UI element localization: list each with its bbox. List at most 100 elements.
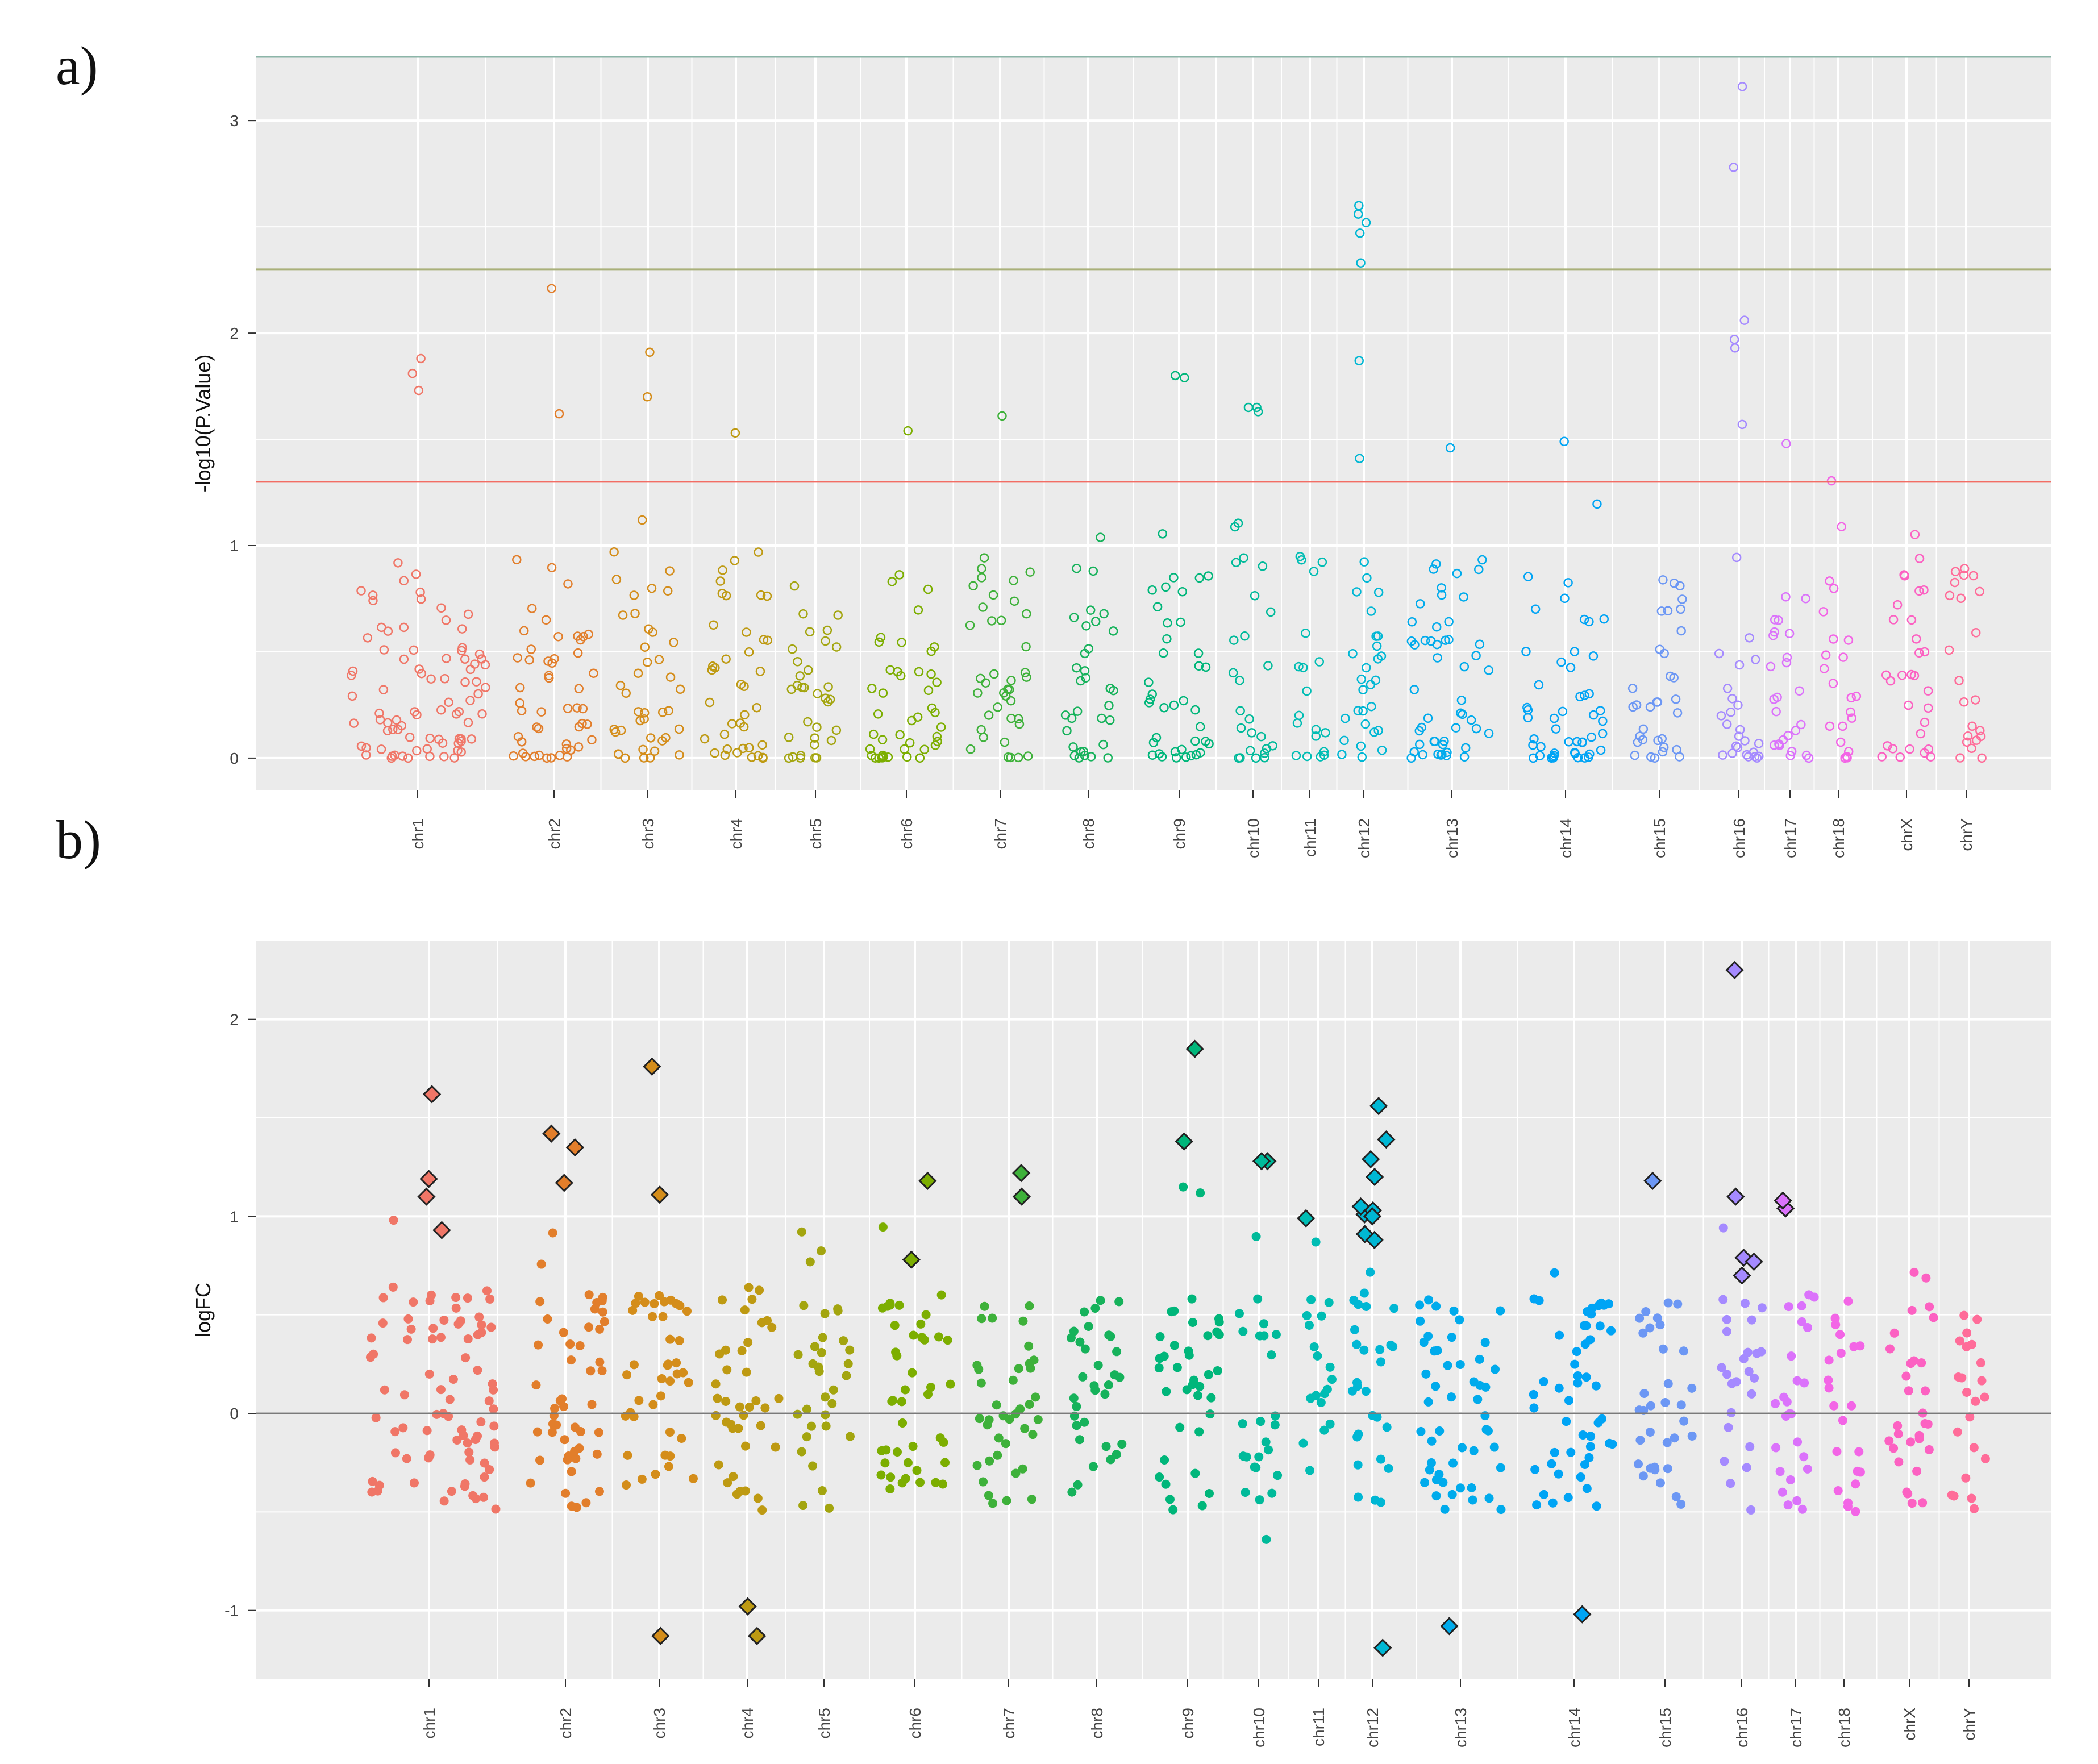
- data-point-chr6: [867, 751, 876, 760]
- data-point-chr1: [387, 751, 397, 761]
- data-point-chr1: [484, 1396, 494, 1406]
- data-point-chr14: [1523, 705, 1533, 715]
- data-point-chr4: [739, 722, 749, 732]
- data-point-chr17: [1804, 1290, 1814, 1300]
- x-tick-label-chr16: chr16: [1730, 818, 1748, 858]
- data-point-chr12: [1352, 1339, 1362, 1349]
- data-point-chr2: [567, 1501, 576, 1511]
- data-point-chr7: [1008, 1375, 1018, 1385]
- data-point-chr13: [1442, 747, 1452, 758]
- data-point-chr6: [926, 669, 936, 679]
- data-point-chr14: [1539, 1490, 1548, 1499]
- data-point-chr2: [541, 615, 551, 625]
- x-tick-label-chr2: chr2: [546, 818, 563, 849]
- data-point-chr14: [1534, 680, 1544, 690]
- data-point-chr8: [1114, 1297, 1124, 1307]
- data-point-chr5: [812, 722, 822, 732]
- data-point-chr1: [491, 1504, 501, 1514]
- data-point-chr1: [474, 649, 485, 659]
- data-point-chr10: [1235, 753, 1245, 763]
- data-point-chr1: [460, 654, 470, 664]
- y-tick-label: -1: [224, 1602, 239, 1620]
- highlight-point-chr7: [997, 411, 1007, 421]
- significant-diamond-chr12: [1365, 1230, 1384, 1250]
- data-point-chr13: [1467, 1483, 1476, 1493]
- data-point-chr14: [1577, 737, 1588, 747]
- x-tick-label-chrY: chrY: [1960, 1708, 1978, 1741]
- data-point-chr3: [640, 1297, 650, 1307]
- data-point-chr18: [1847, 1401, 1856, 1411]
- data-point-chr1: [463, 609, 473, 619]
- x-tick-label-chr14: chr14: [1557, 818, 1575, 858]
- data-point-chr9: [1161, 1479, 1171, 1489]
- data-point-chr14: [1580, 1459, 1590, 1469]
- data-point-chr6: [916, 1319, 926, 1329]
- data-point-chr13: [1427, 1436, 1437, 1446]
- data-point-chr4: [735, 1402, 744, 1412]
- data-point-chr13: [1426, 636, 1436, 646]
- data-point-chr3: [646, 733, 656, 743]
- data-point-chrY: [1956, 593, 1966, 603]
- data-point-chr11: [1306, 1295, 1316, 1304]
- data-point-chr8: [1098, 739, 1108, 750]
- data-point-chr12: [1366, 680, 1376, 689]
- data-point-chr2: [567, 1467, 576, 1476]
- data-point-chrX: [1920, 1418, 1930, 1428]
- data-point-chr15: [1655, 1478, 1665, 1488]
- x-tick-label-chr7: chr7: [992, 818, 1009, 849]
- data-point-chr6: [930, 708, 940, 718]
- data-point-chr9: [1204, 571, 1213, 581]
- data-point-chr2: [547, 563, 557, 573]
- data-point-chr9: [1163, 618, 1172, 628]
- data-point-chr10: [1235, 676, 1244, 685]
- data-point-chr12: [1341, 713, 1350, 723]
- data-point-chr1: [392, 715, 402, 725]
- data-point-chr3: [614, 750, 623, 759]
- data-point-chr7: [1005, 1414, 1014, 1424]
- data-point-chr8: [1100, 1389, 1110, 1399]
- data-point-chr7: [1024, 1341, 1034, 1351]
- highlight-point-chr16: [1739, 315, 1750, 325]
- data-point-chr1: [403, 1314, 413, 1324]
- data-point-chr5: [829, 1385, 838, 1395]
- data-point-chr15: [1676, 1499, 1686, 1509]
- data-point-chr5: [825, 694, 835, 704]
- data-point-chrY: [1980, 1454, 1990, 1463]
- data-point-chr9: [1169, 700, 1179, 710]
- data-point-chr8: [1075, 1337, 1085, 1347]
- data-point-chr4: [743, 1338, 753, 1347]
- data-point-chr5: [845, 1345, 855, 1355]
- data-point-chr7: [972, 1461, 982, 1470]
- data-point-chr3: [661, 733, 671, 743]
- data-point-chr6: [878, 688, 888, 698]
- data-point-chr13: [1410, 640, 1420, 650]
- x-tick-label-chr11: chr11: [1310, 1708, 1327, 1746]
- data-point-chr8: [1112, 1450, 1121, 1459]
- highlight-point-chr9: [1170, 371, 1180, 381]
- data-point-chr9: [1213, 1366, 1222, 1376]
- data-point-chr9: [1155, 1332, 1165, 1342]
- data-point-chr17: [1792, 1376, 1802, 1386]
- data-point-chr18: [1843, 1501, 1853, 1511]
- data-point-chr3: [640, 642, 650, 652]
- data-point-chr2: [512, 555, 522, 565]
- data-point-chr6: [917, 1333, 927, 1342]
- data-point-chr3: [648, 1312, 657, 1321]
- data-point-chr1: [428, 1324, 438, 1333]
- data-point-chr1: [465, 664, 476, 675]
- data-point-chrX: [1924, 703, 1933, 713]
- data-point-chr9: [1152, 602, 1163, 611]
- data-point-chr1: [371, 1413, 381, 1422]
- data-point-chrX: [1901, 1371, 1911, 1381]
- highlight-point-chr4: [730, 428, 740, 438]
- data-point-chr4: [744, 743, 754, 752]
- data-point-chr6: [894, 1300, 904, 1310]
- data-point-chr13: [1456, 695, 1467, 705]
- data-point-chr1: [390, 1427, 400, 1437]
- data-point-chr3: [665, 566, 675, 576]
- data-point-chr9: [1165, 1495, 1175, 1504]
- data-point-chr9: [1177, 744, 1187, 755]
- highlight-point-chr12: [1353, 209, 1363, 219]
- data-point-chr1: [452, 1435, 462, 1445]
- data-point-chr6: [915, 1478, 925, 1487]
